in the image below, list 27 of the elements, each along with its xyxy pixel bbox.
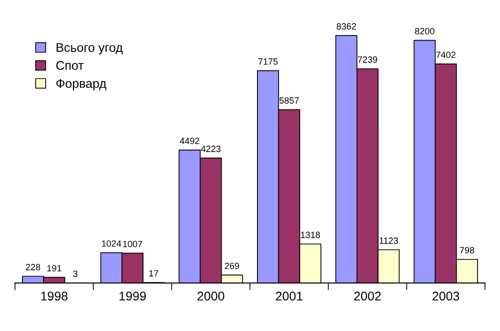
- data-label: 1123: [380, 237, 398, 244]
- x-tick-label: 2003: [432, 292, 460, 301]
- data-label: 8362: [336, 23, 356, 30]
- data-label: 228: [26, 264, 40, 270]
- data-label: 7239: [358, 56, 378, 63]
- legend-label: Форвард: [56, 79, 106, 90]
- x-tick-label: 2001: [276, 292, 302, 301]
- data-label: 3: [73, 270, 78, 277]
- x-tick-label: 2002: [354, 292, 381, 301]
- data-label: 4492: [180, 138, 200, 144]
- data-label: 8200: [415, 28, 434, 34]
- data-label: 1024: [102, 240, 122, 247]
- x-tick-label: 1998: [41, 292, 68, 301]
- legend-label: Всього угод: [56, 43, 123, 54]
- data-label: 7402: [436, 52, 456, 58]
- data-label: 798: [460, 247, 474, 254]
- data-label: 5857: [279, 97, 299, 104]
- x-tick-label: 2000: [198, 292, 224, 301]
- x-tick-label: 1999: [120, 292, 146, 301]
- data-label: 4223: [201, 146, 220, 152]
- data-label: 7175: [258, 58, 278, 65]
- data-label: 269: [224, 262, 240, 270]
- legend-label: Спот: [56, 61, 84, 70]
- data-label: 191: [47, 265, 62, 272]
- data-label: 17: [149, 270, 158, 276]
- data-label: 1318: [300, 232, 320, 238]
- data-label: 1007: [123, 240, 142, 248]
